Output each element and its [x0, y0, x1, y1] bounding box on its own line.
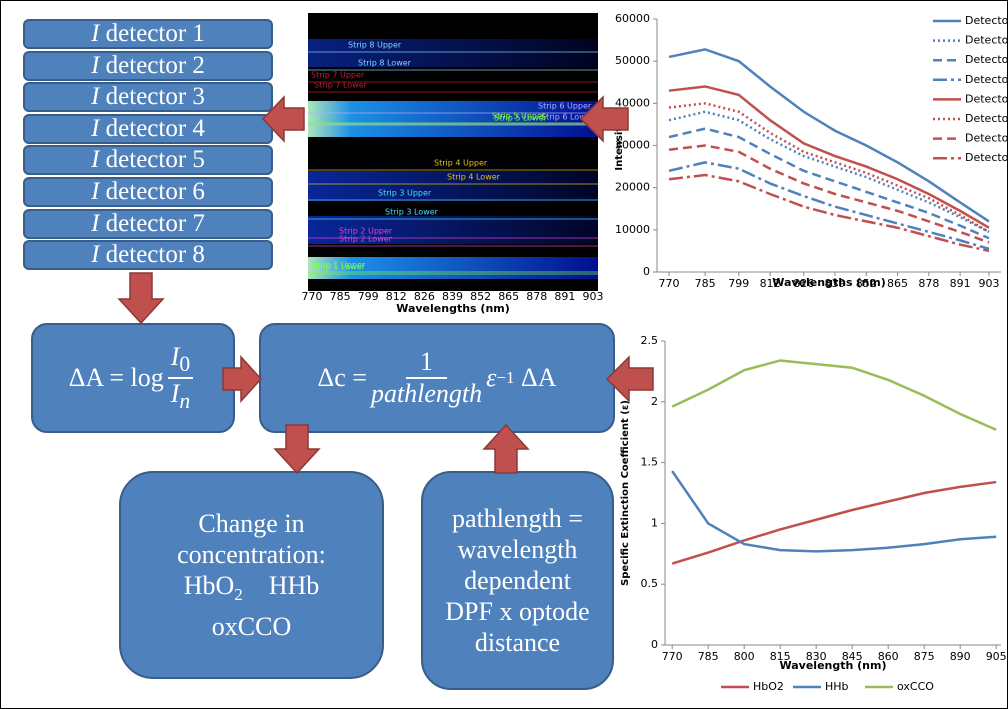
page: Wavelengths (nm) Strip 8 UpperStrip 8 Lo…: [0, 0, 1008, 709]
arrow: [484, 425, 528, 473]
arrow: [119, 273, 163, 323]
arrows: [1, 1, 1007, 708]
arrow: [263, 97, 304, 141]
arrow: [581, 97, 628, 141]
arrow: [223, 357, 261, 401]
arrow: [607, 357, 653, 401]
arrow: [275, 425, 319, 473]
